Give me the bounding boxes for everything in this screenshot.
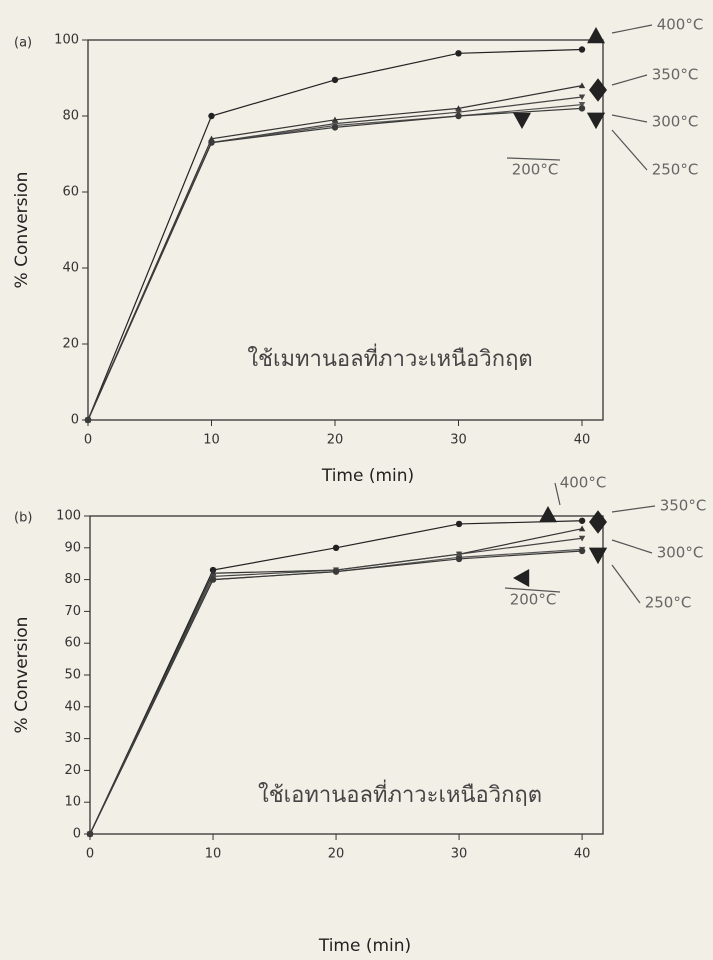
y-axis-title: % Conversion (12, 617, 32, 734)
label-arrow (612, 506, 655, 512)
data-point (208, 139, 214, 145)
data-point (456, 556, 462, 562)
label-arrow (612, 130, 647, 170)
x-axis-title: Time (min) (318, 936, 411, 956)
data-point (579, 518, 585, 524)
data-point (210, 576, 216, 582)
symbol (587, 113, 605, 129)
y-tick-label: 20 (62, 337, 79, 352)
data-point (579, 526, 585, 532)
x-tick-label: 20 (327, 433, 344, 448)
y-tick-label: 0 (73, 827, 81, 842)
y-tick-label: 50 (64, 668, 81, 683)
data-point (332, 77, 338, 83)
y-tick-label: 100 (54, 33, 79, 48)
data-point (455, 50, 461, 56)
data-point (455, 113, 461, 119)
x-tick-label: 30 (450, 433, 467, 448)
y-tick-label: 40 (64, 699, 81, 714)
y-tick-label: 80 (64, 572, 81, 587)
symbol (589, 548, 607, 564)
y-tick-label: 90 (64, 540, 81, 555)
series-label: 250°C (645, 594, 692, 612)
symbol (513, 113, 531, 129)
label-arrow (612, 115, 647, 122)
series-label: 300°C (657, 544, 704, 562)
y-tick-label: 60 (62, 185, 79, 200)
data-point (579, 548, 585, 554)
y-tick-label: 10 (64, 795, 81, 810)
data-point (579, 46, 585, 52)
label-arrow (612, 75, 647, 85)
y-tick-label: 80 (62, 109, 79, 124)
series-label: 300°C (652, 113, 699, 131)
panel-label: (a) (14, 36, 32, 51)
data-point (579, 82, 585, 88)
x-tick-label: 10 (203, 433, 220, 448)
annotation: ใช้เอทานอลที่ภาวะเหนือวิกฤต (258, 779, 542, 808)
series-line (88, 105, 582, 420)
symbol (513, 569, 529, 587)
data-point (456, 521, 462, 527)
figure: 020406080100010203040Time (min)% Convers… (0, 0, 713, 960)
data-point (87, 831, 93, 837)
series-label: 200°C (510, 591, 557, 609)
symbol (587, 27, 605, 43)
panel-label: (b) (14, 511, 32, 526)
data-point (208, 113, 214, 119)
label-arrow (612, 565, 640, 603)
x-tick-label: 40 (574, 847, 591, 862)
y-tick-label: 40 (62, 261, 79, 276)
y-tick-label: 70 (64, 604, 81, 619)
annotation: ใช้เมทานอลที่ภาวะเหนือวิกฤต (247, 343, 532, 372)
symbol (539, 506, 557, 522)
y-tick-label: 30 (64, 731, 81, 746)
data-point (579, 105, 585, 111)
x-tick-label: 20 (328, 847, 345, 862)
series-label: 250°C (652, 161, 699, 179)
data-point (332, 124, 338, 130)
label-arrow (612, 540, 652, 553)
series-label: 400°C (560, 474, 607, 492)
series-label: 200°C (512, 161, 559, 179)
y-tick-label: 20 (64, 763, 81, 778)
symbol (589, 510, 607, 533)
x-tick-label: 30 (451, 847, 468, 862)
y-tick-label: 60 (64, 636, 81, 651)
y-tick-label: 0 (71, 413, 79, 428)
y-axis-title: % Conversion (12, 172, 32, 289)
series-label: 400°C (657, 16, 704, 34)
x-axis-title: Time (min) (321, 466, 414, 486)
symbol (589, 78, 607, 101)
series-label: 350°C (660, 497, 707, 515)
x-tick-label: 40 (574, 433, 591, 448)
series-line (88, 108, 582, 420)
y-tick-label: 100 (56, 509, 81, 524)
x-tick-label: 0 (84, 433, 92, 448)
series-label: 350°C (652, 66, 699, 84)
label-arrow (612, 25, 652, 33)
data-point (333, 545, 339, 551)
x-tick-label: 10 (205, 847, 222, 862)
data-point (85, 417, 91, 423)
data-point (333, 568, 339, 574)
x-tick-label: 0 (86, 847, 94, 862)
